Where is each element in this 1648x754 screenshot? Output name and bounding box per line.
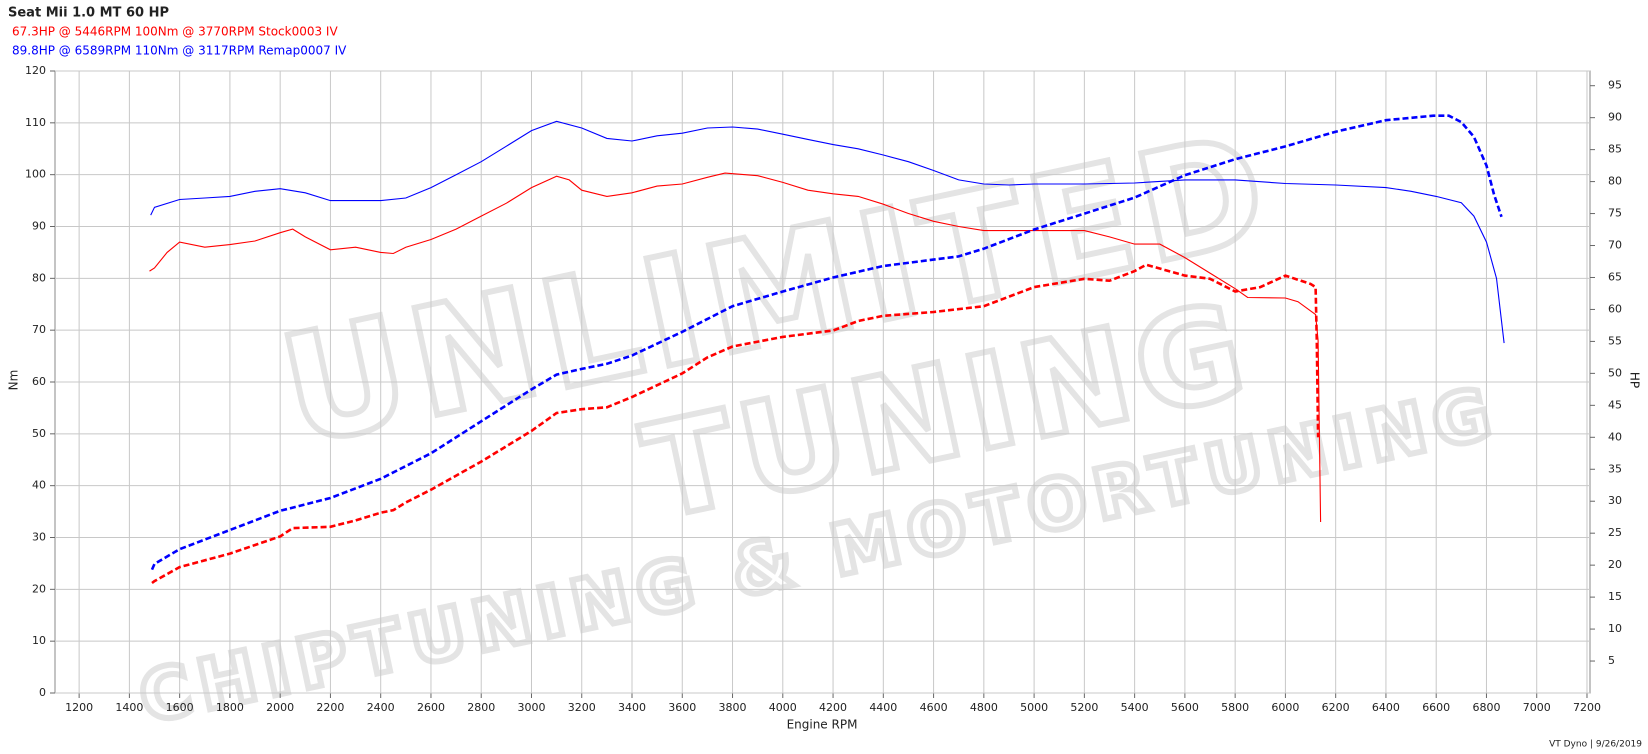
x-tick-label: 4400 (869, 701, 897, 714)
x-tick-label: 1400 (115, 701, 143, 714)
torque-curve (149, 172, 1322, 523)
x-tick-label: 3800 (719, 701, 747, 714)
y-tick-label: 100 (25, 168, 46, 181)
x-tick-label: 5800 (1221, 701, 1249, 714)
y-tick-label: 120 (25, 64, 46, 77)
y2-tick-label: 85 (1608, 143, 1622, 156)
y2-tick-label: 70 (1608, 239, 1622, 252)
y2-tick-label: 10 (1608, 622, 1622, 635)
y2-tick-label: 55 (1608, 334, 1622, 347)
y2-tick-label: 45 (1608, 398, 1622, 411)
chart-title: Seat Mii 1.0 MT 60 HP (8, 6, 169, 21)
y-axis-label: Nm (7, 370, 21, 391)
y-tick-label: 80 (32, 271, 46, 284)
y-tick-label: 110 (25, 116, 46, 129)
y-tick-label: 50 (32, 427, 46, 440)
y2-tick-label: 50 (1608, 366, 1622, 379)
y-tick-label: 90 (32, 220, 46, 233)
y-tick-label: 10 (32, 634, 46, 647)
y-tick-label: 70 (32, 323, 46, 336)
x-tick-label: 5600 (1171, 701, 1199, 714)
x-tick-label: 6400 (1372, 701, 1400, 714)
x-tick-label: 1800 (216, 701, 244, 714)
x-tick-label: 3400 (618, 701, 646, 714)
x-tick-label: 4800 (970, 701, 998, 714)
x-tick-label: 5000 (1020, 701, 1048, 714)
x-tick-label: 4000 (769, 701, 797, 714)
y2-tick-label: 80 (1608, 175, 1622, 188)
x-tick-label: 3600 (668, 701, 696, 714)
y2-tick-label: 15 (1608, 590, 1622, 603)
y2-tick-label: 90 (1608, 111, 1622, 124)
x-tick-label: 2600 (417, 701, 445, 714)
y-tick-label: 20 (32, 582, 46, 595)
y2-tick-label: 20 (1608, 558, 1622, 571)
footer: VT Dyno | 9/26/2019 (1549, 740, 1642, 750)
y-tick-label: 0 (39, 686, 46, 699)
y2-tick-label: 35 (1608, 462, 1622, 475)
x-tick-label: 6600 (1422, 701, 1450, 714)
x-tick-label: 2200 (316, 701, 344, 714)
y2-tick-label: 75 (1608, 207, 1622, 220)
y2-tick-label: 40 (1608, 430, 1622, 443)
x-tick-label: 2400 (367, 701, 395, 714)
y2-tick-label: 25 (1608, 526, 1622, 539)
x-tick-label: 6800 (1472, 701, 1500, 714)
y2-tick-label: 95 (1608, 79, 1622, 92)
x-axis-label: Engine RPM (787, 718, 858, 732)
y2-axis-label: HP (1628, 372, 1642, 388)
y2-tick-label: 65 (1608, 270, 1622, 283)
x-tick-label: 7000 (1523, 701, 1551, 714)
x-tick-label: 4200 (819, 701, 847, 714)
x-tick-label: 5200 (1070, 701, 1098, 714)
torque-curve (150, 120, 1505, 344)
y-tick-label: 60 (32, 375, 46, 388)
y2-tick-label: 30 (1608, 494, 1622, 507)
power-curve (150, 114, 1503, 571)
x-tick-label: 1600 (166, 701, 194, 714)
x-tick-label: 2000 (266, 701, 294, 714)
y-tick-label: 40 (32, 479, 46, 492)
x-tick-label: 2800 (467, 701, 495, 714)
x-tick-label: 7200 (1573, 701, 1601, 714)
legend-line: 89.8HP @ 6589RPM 110Nm @ 3117RPM Remap00… (12, 44, 347, 58)
x-tick-label: 5400 (1121, 701, 1149, 714)
y2-tick-label: 60 (1608, 302, 1622, 315)
legend-line: 67.3HP @ 5446RPM 100Nm @ 3770RPM Stock00… (12, 25, 338, 39)
y2-tick-label: 5 (1608, 654, 1615, 667)
x-tick-label: 6000 (1271, 701, 1299, 714)
x-tick-label: 1200 (65, 701, 93, 714)
x-tick-label: 6200 (1322, 701, 1350, 714)
x-tick-label: 3000 (517, 701, 545, 714)
power-curve (151, 263, 1320, 585)
x-tick-label: 4600 (920, 701, 948, 714)
x-tick-label: 3200 (568, 701, 596, 714)
y-tick-label: 30 (32, 531, 46, 544)
